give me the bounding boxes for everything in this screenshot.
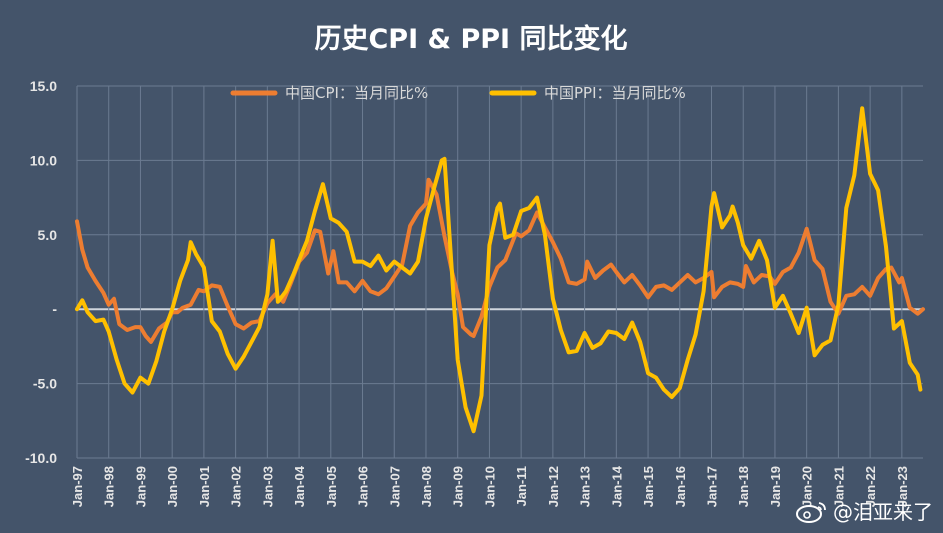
x-tick-label: Jan-16	[673, 466, 688, 507]
x-tick-label: Jan-15	[641, 466, 656, 507]
x-tick-label: Jan-06	[356, 466, 371, 507]
x-tick-label: Jan-99	[133, 466, 148, 507]
x-axis-ticks: Jan-97 Jan-98 Jan-99 Jan-00 Jan-01 Jan-02 Jan-…	[70, 465, 910, 507]
x-tick-label: Jan-00	[165, 466, 180, 507]
x-tick-label: Jan-21	[831, 466, 846, 507]
x-tick-label: Jan-04	[292, 465, 307, 507]
x-tick-label: Jan-10	[482, 466, 497, 507]
cpi-series-line	[75, 177, 925, 344]
y-axis-ticks: 15.0 10.0 5.0 - -5.0 -10.0	[25, 78, 57, 466]
x-tick-label: Jan-05	[324, 466, 339, 507]
x-tick-label: Jan-20	[800, 466, 815, 507]
x-tick-label: Jan-98	[102, 466, 117, 507]
chart-title: 历史CPI & PPI 同比变化	[314, 23, 627, 55]
x-tick-label: Jan-23	[895, 466, 910, 507]
x-tick-label: Jan-13	[578, 466, 593, 507]
x-tick-label: Jan-22	[863, 466, 878, 507]
legend-label: 中国CPI：当月同比%	[285, 84, 428, 102]
x-tick-label: Jan-11	[514, 466, 529, 506]
legend: 中国CPI：当月同比% 中国PPI：当月同比%	[230, 84, 686, 102]
x-tick-label: Jan-19	[768, 466, 783, 507]
x-tick-label: Jan-17	[705, 466, 720, 507]
y-tick-label: 15.0	[30, 78, 57, 94]
x-tick-label: Jan-01	[197, 466, 212, 507]
x-tick-label: Jan-12	[546, 466, 561, 507]
watermark-text: @泪亚来了	[833, 500, 933, 524]
weibo-icon	[796, 501, 826, 523]
y-tick-label: -10.0	[25, 450, 57, 466]
x-tick-label: Jan-02	[229, 466, 244, 507]
x-tick-label: Jan-14	[609, 465, 624, 507]
x-tick-label: Jan-08	[419, 466, 434, 507]
y-tick-label: 10.0	[30, 152, 57, 168]
ppi-series-line	[75, 106, 923, 434]
legend-label: 中国PPI：当月同比%	[544, 84, 686, 102]
x-tick-label: Jan-07	[387, 466, 402, 507]
x-tick-label: Jan-97	[70, 466, 85, 507]
series-lines	[75, 106, 925, 434]
y-tick-label: -	[52, 301, 57, 317]
x-tick-label: Jan-18	[736, 466, 751, 507]
y-tick-label: -5.0	[33, 376, 57, 392]
x-tick-label: Jan-09	[451, 466, 466, 507]
y-tick-label: 5.0	[38, 227, 58, 243]
x-tick-label: Jan-03	[260, 466, 275, 507]
watermark: @泪亚来了	[795, 496, 933, 525]
gridlines	[76, 85, 923, 459]
